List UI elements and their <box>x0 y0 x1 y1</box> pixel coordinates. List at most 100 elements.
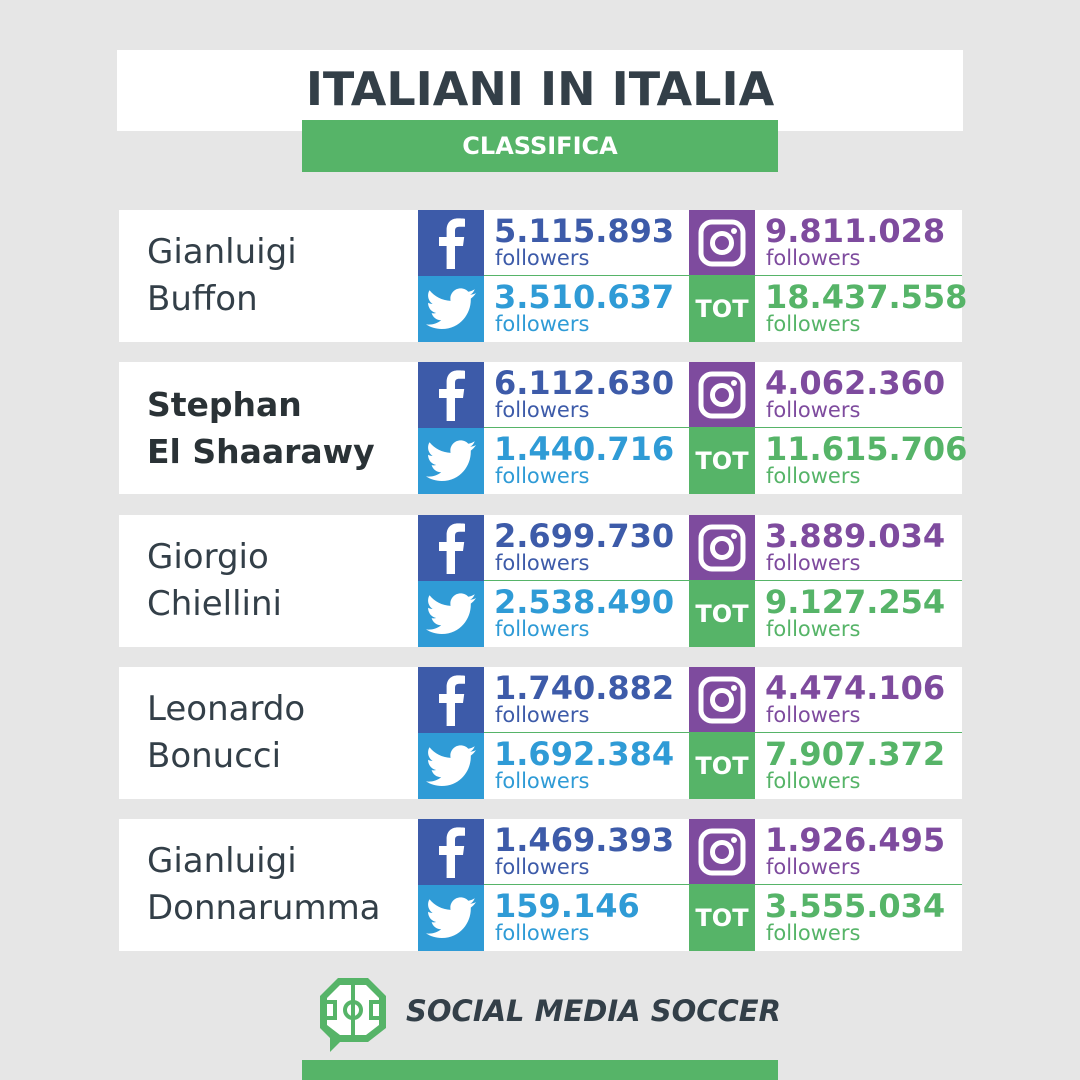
facebook-count: 1.740.882 <box>494 669 675 707</box>
total-stat: 11.615.706 followers <box>755 428 967 494</box>
facebook-icon <box>418 362 484 428</box>
player-first-name: Gianluigi <box>147 841 297 881</box>
player-card: Gianluigi Donnarumma TOT 1.469.393 follo… <box>119 819 962 951</box>
player-name: Stephan El Shaarawy <box>147 362 417 494</box>
brand-name: SOCIAL MEDIA SOCCER <box>406 994 781 1028</box>
divider <box>484 427 962 428</box>
player-last-name: El Shaarawy <box>147 432 375 471</box>
subtitle-banner: CLASSIFICA <box>302 120 778 172</box>
divider <box>484 580 962 581</box>
total-label: TOT <box>695 904 749 932</box>
facebook-count: 2.699.730 <box>494 517 675 555</box>
followers-label: followers <box>495 617 590 641</box>
followers-label: followers <box>495 246 590 270</box>
player-name: Gianluigi Donnarumma <box>147 819 417 951</box>
instagram-count: 3.889.034 <box>765 517 946 555</box>
total-label: TOT <box>695 600 749 628</box>
player-card: Stephan El Shaarawy TOT 6.112.630 follow… <box>119 362 967 494</box>
player-last-name: Chiellini <box>147 584 282 624</box>
followers-label: followers <box>766 921 861 945</box>
twitter-icon <box>418 885 484 951</box>
total-stat: 18.437.558 followers <box>755 276 967 342</box>
total-stat: 3.555.034 followers <box>755 885 960 951</box>
followers-label: followers <box>495 855 590 879</box>
followers-label: followers <box>495 921 590 945</box>
instagram-icon <box>689 210 755 276</box>
facebook-stat: 5.115.893 followers <box>484 210 689 276</box>
facebook-stat: 6.112.630 followers <box>484 362 689 428</box>
player-first-name: Stephan <box>147 385 302 424</box>
twitter-stat: 1.440.716 followers <box>484 428 689 494</box>
instagram-count: 9.811.028 <box>765 212 946 250</box>
total-count: 9.127.254 <box>765 583 946 621</box>
followers-label: followers <box>495 703 590 727</box>
player-card: Gianluigi Buffon TOT 5.115.893 followers… <box>119 210 967 342</box>
followers-label: followers <box>766 769 861 793</box>
facebook-count: 6.112.630 <box>494 364 675 402</box>
facebook-icon <box>418 819 484 885</box>
player-name: Giorgio Chiellini <box>147 515 417 647</box>
facebook-count: 5.115.893 <box>494 212 675 250</box>
player-first-name: Giorgio <box>147 537 269 577</box>
total-count: 18.437.558 <box>765 278 968 316</box>
instagram-count: 1.926.495 <box>765 821 946 859</box>
page-title: ITALIANI IN ITALIA <box>305 61 775 116</box>
player-last-name: Donnarumma <box>147 888 381 928</box>
player-last-name: Bonucci <box>147 736 282 776</box>
twitter-stat: 159.146 followers <box>484 885 689 951</box>
player-card: Leonardo Bonucci TOT 1.740.882 followers… <box>119 667 962 799</box>
total-stat: 7.907.372 followers <box>755 733 960 799</box>
total-label: TOT <box>695 295 749 323</box>
twitter-count: 159.146 <box>494 887 640 925</box>
facebook-icon <box>418 515 484 581</box>
twitter-stat: 1.692.384 followers <box>484 733 689 799</box>
instagram-stat: 3.889.034 followers <box>755 515 960 581</box>
instagram-stat: 1.926.495 followers <box>755 819 960 885</box>
facebook-icon <box>418 210 484 276</box>
total-badge: TOT <box>689 885 755 951</box>
player-first-name: Leonardo <box>147 689 306 729</box>
followers-label: followers <box>766 855 861 879</box>
total-label: TOT <box>695 752 749 780</box>
total-badge: TOT <box>689 428 755 494</box>
total-count: 3.555.034 <box>765 887 946 925</box>
instagram-stat: 9.811.028 followers <box>755 210 960 276</box>
player-name: Gianluigi Buffon <box>147 210 417 342</box>
followers-label: followers <box>766 464 861 488</box>
followers-label: followers <box>495 769 590 793</box>
followers-label: followers <box>766 312 861 336</box>
instagram-icon <box>689 362 755 428</box>
twitter-count: 3.510.637 <box>494 278 675 316</box>
instagram-icon <box>689 515 755 581</box>
followers-label: followers <box>766 703 861 727</box>
total-badge: TOT <box>689 733 755 799</box>
total-stat: 9.127.254 followers <box>755 581 960 647</box>
total-count: 11.615.706 <box>765 430 968 468</box>
total-count: 7.907.372 <box>765 735 946 773</box>
divider <box>484 275 962 276</box>
followers-label: followers <box>495 398 590 422</box>
facebook-stat: 2.699.730 followers <box>484 515 689 581</box>
divider <box>484 884 962 885</box>
facebook-stat: 1.469.393 followers <box>484 819 689 885</box>
instagram-stat: 4.062.360 followers <box>755 362 960 428</box>
twitter-count: 1.692.384 <box>494 735 675 773</box>
twitter-stat: 2.538.490 followers <box>484 581 689 647</box>
instagram-icon <box>689 819 755 885</box>
page-subtitle: CLASSIFICA <box>462 132 618 160</box>
facebook-count: 1.469.393 <box>494 821 675 859</box>
footer-bar <box>302 1060 778 1080</box>
divider <box>484 732 962 733</box>
followers-label: followers <box>495 464 590 488</box>
title-banner: ITALIANI IN ITALIA <box>117 50 963 131</box>
instagram-count: 4.474.106 <box>765 669 946 707</box>
social-media-soccer-logo <box>318 976 388 1054</box>
followers-label: followers <box>766 398 861 422</box>
player-name: Leonardo Bonucci <box>147 667 417 799</box>
total-badge: TOT <box>689 581 755 647</box>
instagram-icon <box>689 667 755 733</box>
player-card: Giorgio Chiellini TOT 2.699.730 follower… <box>119 515 962 647</box>
twitter-stat: 3.510.637 followers <box>484 276 689 342</box>
total-badge: TOT <box>689 276 755 342</box>
instagram-stat: 4.474.106 followers <box>755 667 960 733</box>
